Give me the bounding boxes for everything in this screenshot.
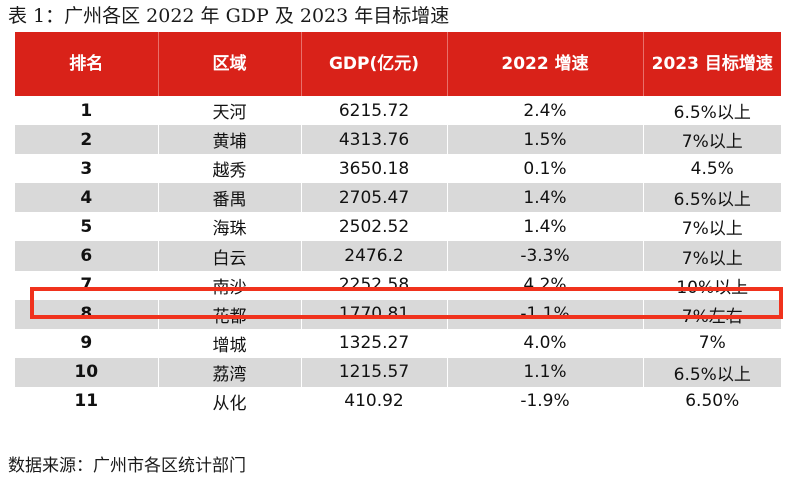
header-district: 区域	[157, 32, 301, 96]
gdp-cell: 410.92	[300, 386, 447, 417]
target-2023-cell: 7%以上	[642, 125, 781, 155]
gdp-cell: 2705.47	[300, 183, 447, 213]
growth-2022-cell: 1.4%	[446, 212, 643, 242]
target-2023-cell: 7%以上	[642, 212, 781, 242]
district-cell: 花都	[157, 299, 301, 329]
rank-cell: 5	[15, 212, 158, 242]
target-2023-cell: 7%左右	[642, 299, 781, 329]
table-row: 4 番禺 2705.47 1.4% 6.5%以上	[15, 183, 781, 213]
gdp-cell: 2502.52	[300, 212, 447, 242]
district-cell: 番禺	[157, 183, 301, 213]
district-cell: 黄埔	[157, 125, 301, 155]
source-note: 数据来源：广州市各区统计部门	[8, 456, 246, 476]
district-cell: 越秀	[157, 154, 301, 184]
target-2023-cell: 6.5%以上	[642, 357, 781, 387]
table-row: 8 花都 1770.81 -1.1% 7%左右	[15, 299, 781, 329]
table-header: 排名 区域 GDP(亿元) 2022 增速 2023 目标增速	[15, 32, 781, 96]
rank-cell: 11	[15, 386, 158, 417]
header-row: 排名 区域 GDP(亿元) 2022 增速 2023 目标增速	[15, 32, 781, 96]
table-row-highlighted: 7 南沙 2252.58 4.2% 10%以上	[15, 270, 781, 300]
district-cell: 荔湾	[157, 357, 301, 387]
growth-2022-cell: 4.2%	[446, 270, 643, 300]
rank-cell: 7	[15, 270, 158, 300]
rank-cell: 1	[15, 96, 158, 126]
gdp-cell: 1325.27	[300, 328, 447, 358]
growth-2022-cell: 0.1%	[446, 154, 643, 184]
district-cell: 南沙	[157, 270, 301, 300]
table-caption: 表 1：广州各区 2022 年 GDP 及 2023 年目标增速	[8, 5, 450, 27]
growth-2022-cell: -3.3%	[446, 241, 643, 271]
rank-cell: 2	[15, 125, 158, 155]
table-row: 11 从化 410.92 -1.9% 6.50%	[15, 386, 781, 417]
table-row: 5 海珠 2502.52 1.4% 7%以上	[15, 212, 781, 242]
header-gdp: GDP(亿元)	[300, 32, 447, 96]
gdp-cell: 3650.18	[300, 154, 447, 184]
gdp-cell: 1770.81	[300, 299, 447, 329]
district-cell: 海珠	[157, 212, 301, 242]
table-row: 3 越秀 3650.18 0.1% 4.5%	[15, 154, 781, 184]
gdp-cell: 6215.72	[300, 96, 447, 126]
district-cell: 天河	[157, 96, 301, 126]
target-2023-cell: 7%	[642, 328, 781, 358]
district-cell: 白云	[157, 241, 301, 271]
rank-cell: 10	[15, 357, 158, 387]
growth-2022-cell: 1.4%	[446, 183, 643, 213]
target-2023-cell: 10%以上	[642, 270, 781, 300]
gdp-cell: 2476.2	[300, 241, 447, 271]
rank-cell: 8	[15, 299, 158, 329]
district-cell: 增城	[157, 328, 301, 358]
district-cell: 从化	[157, 386, 301, 417]
growth-2022-cell: 1.1%	[446, 357, 643, 387]
gdp-cell: 4313.76	[300, 125, 447, 155]
header-growth-2022: 2022 增速	[446, 32, 643, 96]
target-2023-cell: 4.5%	[642, 154, 781, 184]
target-2023-cell: 7%以上	[642, 241, 781, 271]
target-2023-cell: 6.5%以上	[642, 183, 781, 213]
gdp-cell: 1215.57	[300, 357, 447, 387]
table-body: 1 天河 6215.72 2.4% 6.5%以上 2 黄埔 4313.76 1.…	[15, 96, 781, 417]
target-2023-cell: 6.50%	[642, 386, 781, 417]
gdp-table: 排名 区域 GDP(亿元) 2022 增速 2023 目标增速 1 天河 621…	[15, 32, 781, 417]
table-row: 1 天河 6215.72 2.4% 6.5%以上	[15, 96, 781, 126]
table-row: 6 白云 2476.2 -3.3% 7%以上	[15, 241, 781, 271]
growth-2022-cell: 4.0%	[446, 328, 643, 358]
header-rank: 排名	[15, 32, 158, 96]
gdp-cell: 2252.58	[300, 270, 447, 300]
rank-cell: 9	[15, 328, 158, 358]
growth-2022-cell: 2.4%	[446, 96, 643, 126]
table-row: 10 荔湾 1215.57 1.1% 6.5%以上	[15, 357, 781, 387]
rank-cell: 4	[15, 183, 158, 213]
rank-cell: 6	[15, 241, 158, 271]
table-row: 2 黄埔 4313.76 1.5% 7%以上	[15, 125, 781, 155]
table-row: 9 增城 1325.27 4.0% 7%	[15, 328, 781, 358]
growth-2022-cell: -1.9%	[446, 386, 643, 417]
growth-2022-cell: 1.5%	[446, 125, 643, 155]
target-2023-cell: 6.5%以上	[642, 96, 781, 126]
growth-2022-cell: -1.1%	[446, 299, 643, 329]
header-target-2023: 2023 目标增速	[642, 32, 781, 96]
rank-cell: 3	[15, 154, 158, 184]
